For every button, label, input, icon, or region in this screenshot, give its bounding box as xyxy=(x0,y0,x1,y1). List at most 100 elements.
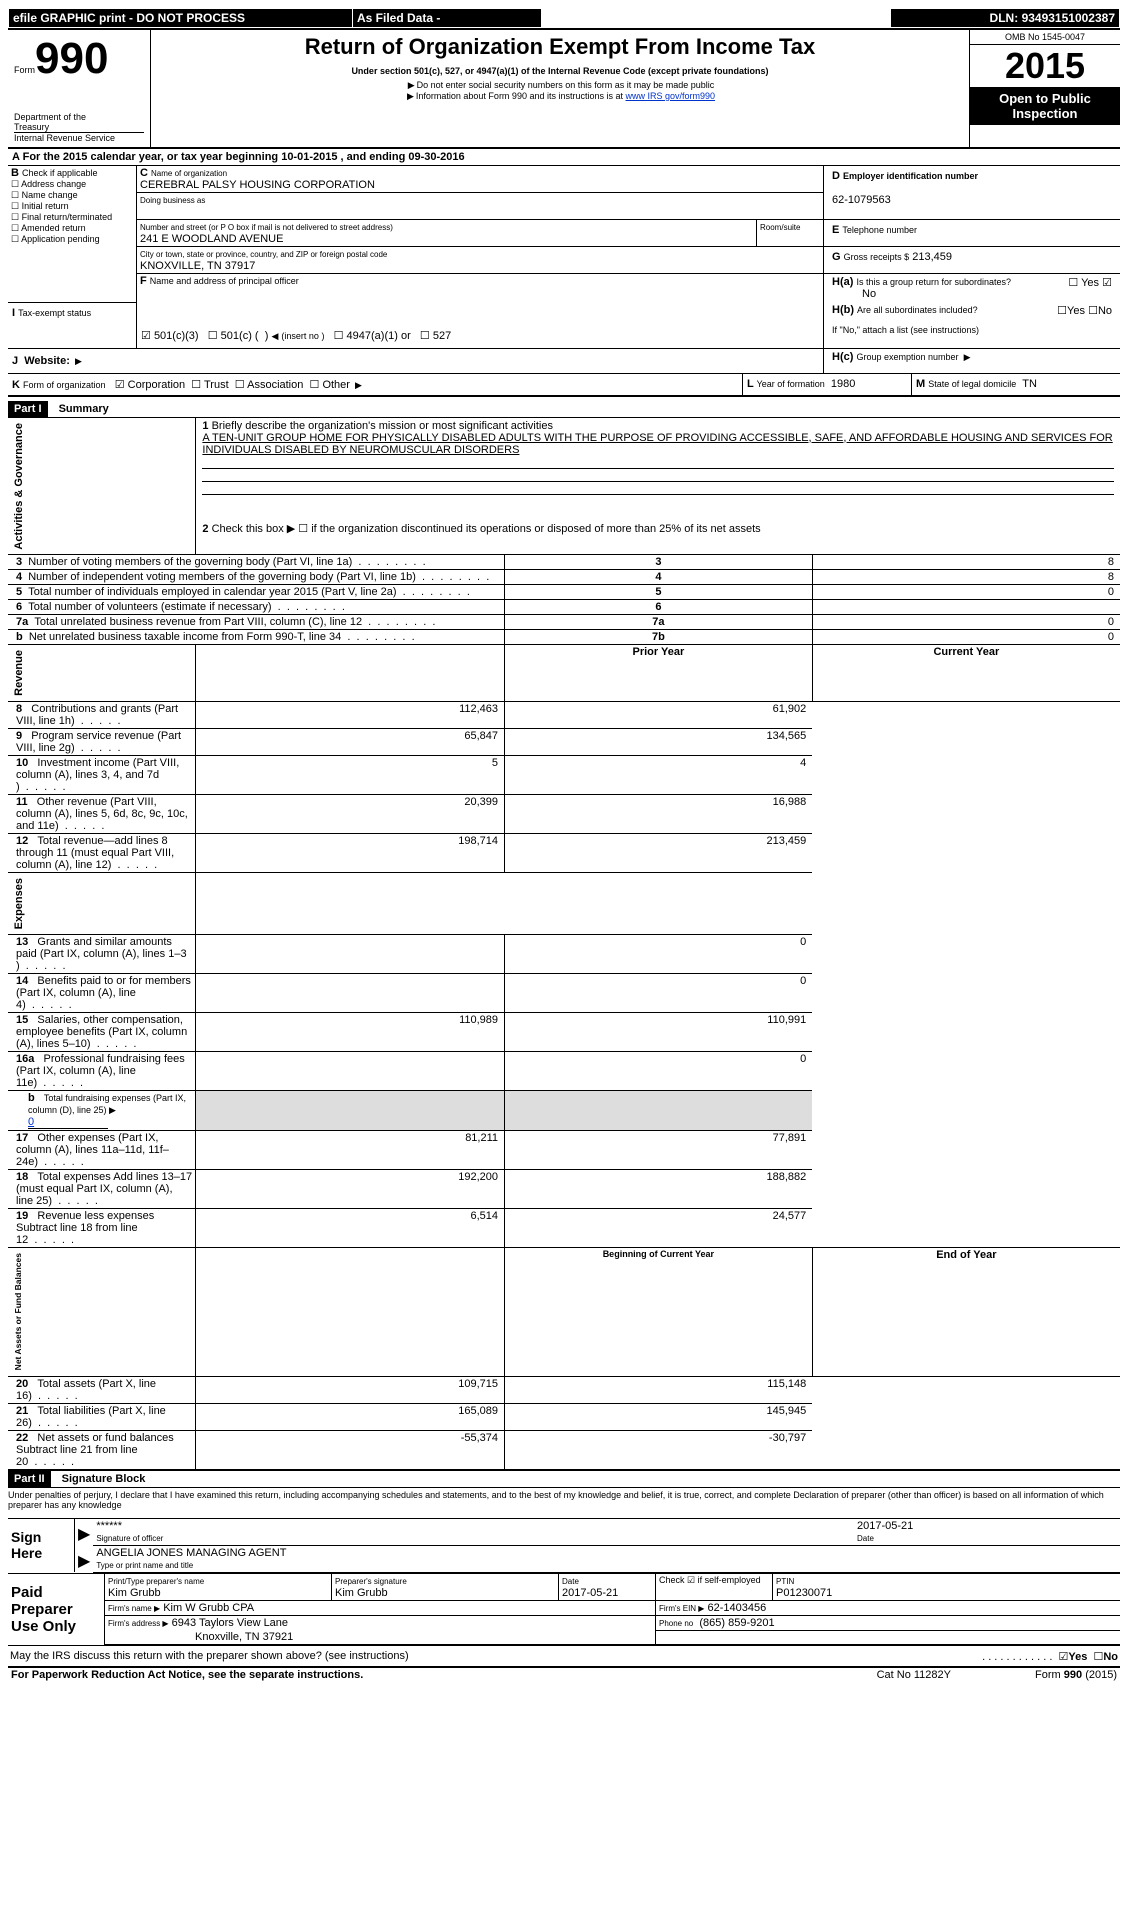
ha-label: Is this a group return for subordinates? xyxy=(856,277,1011,287)
firm-addr1: 6943 Taylors View Lane xyxy=(172,1617,288,1629)
sig-date: 2017-05-21 xyxy=(857,1520,913,1532)
summary-row: 18 Total expenses Add lines 13–17 (must … xyxy=(8,1170,1120,1209)
row-16b-value[interactable]: 0 xyxy=(28,1116,108,1129)
checkbox-item[interactable]: ☐ Initial return xyxy=(11,201,133,212)
side-ag: Activities & Governance xyxy=(11,419,27,554)
d-label: Employer identification number xyxy=(843,171,978,181)
m-label: State of legal domicile xyxy=(928,379,1016,389)
paid-preparer: Paid Preparer Use Only xyxy=(8,1573,105,1645)
prep-date-label: Date xyxy=(562,1577,579,1586)
checkbox-item[interactable]: ☐ Address change xyxy=(11,179,133,190)
side-rev: Revenue xyxy=(11,646,27,700)
part1-title: Summary xyxy=(59,403,109,415)
summary-row: 6 Total number of volunteers (estimate i… xyxy=(8,600,1120,615)
summary-row: 10 Investment income (Part VIII, column … xyxy=(8,755,1120,794)
ein-value: 62-1079563 xyxy=(832,194,891,206)
e-label: Telephone number xyxy=(842,225,917,235)
summary-row: 21 Total liabilities (Part X, line 26) .… xyxy=(8,1403,1120,1430)
checkbox-item[interactable]: ☐ Amended return xyxy=(11,223,133,234)
dept-line3: Internal Revenue Service xyxy=(14,132,144,143)
summary-row: 8 Contributions and grants (Part VIII, l… xyxy=(8,701,1120,728)
form-prefix: Form xyxy=(14,65,35,75)
room-label: Room/suite xyxy=(760,223,800,232)
form-number: 990 xyxy=(35,34,108,83)
city-value: KNOXVILLE, TN 37917 xyxy=(140,260,255,272)
form-sub1: Under section 501(c), 527, or 4947(a)(1)… xyxy=(159,66,961,76)
sig-stars: ****** xyxy=(96,1520,122,1532)
hdr-curr: Current Year xyxy=(812,645,1120,702)
street-label: Number and street (or P O box if mail is… xyxy=(140,223,393,232)
date-label: Date xyxy=(857,1534,874,1543)
q1-answer: A TEN-UNIT GROUP HOME FOR PHYSICALLY DIS… xyxy=(202,432,1112,456)
firm-name-label: Firm's name ▶ xyxy=(108,1604,160,1613)
firm-addr2: Knoxville, TN 37921 xyxy=(105,1630,656,1645)
org-name: CEREBRAL PALSY HOUSING CORPORATION xyxy=(140,179,375,191)
prep-sig: Kim Grubb xyxy=(335,1587,388,1599)
sign-here: Sign Here xyxy=(8,1518,75,1572)
firm-ein-label: Firm's EIN ▶ xyxy=(659,1604,704,1613)
officer-name: ANGELIA JONES MANAGING AGENT xyxy=(96,1547,286,1559)
firm-name: Kim W Grubb CPA xyxy=(163,1602,254,1614)
hc-label: Group exemption number xyxy=(856,352,958,362)
may-irs: May the IRS discuss this return with the… xyxy=(10,1650,409,1662)
city-label: City or town, state or province, country… xyxy=(140,250,387,259)
summary-row: 22 Net assets or fund balances Subtract … xyxy=(8,1430,1120,1470)
side-na: Net Assets or Fund Balances xyxy=(11,1249,25,1374)
firm-ein: 62-1403456 xyxy=(708,1602,767,1614)
cat-no: Cat No 11282Y xyxy=(788,1668,954,1682)
summary-row: 16a Professional fundraising fees (Part … xyxy=(8,1052,1120,1091)
summary-row: 19 Revenue less expenses Subtract line 1… xyxy=(8,1209,1120,1248)
phone-label: Phone no xyxy=(659,1619,693,1628)
summary-row: 13 Grants and similar amounts paid (Part… xyxy=(8,935,1120,974)
open-inspection: Open to Public Inspection xyxy=(970,87,1120,125)
sig-label: Signature of officer xyxy=(96,1534,163,1543)
summary-row: 9 Program service revenue (Part VIII, li… xyxy=(8,728,1120,755)
summary-row: b Net unrelated business taxable income … xyxy=(8,630,1120,645)
summary-row: 4 Number of independent voting members o… xyxy=(8,570,1120,585)
street-value: 241 E WOODLAND AVENUE xyxy=(140,233,283,245)
checkbox-item[interactable]: ☐ Final return/terminated xyxy=(11,212,133,223)
summary-row: 7a Total unrelated business revenue from… xyxy=(8,615,1120,630)
phone-value: (865) 859-9201 xyxy=(699,1617,774,1629)
org-info-grid: B Check if applicable ☐ Address change☐ … xyxy=(8,166,1120,374)
form-sub2: Do not enter social security numbers on … xyxy=(417,80,715,90)
hdr-boy: Beginning of Current Year xyxy=(505,1248,813,1376)
part2-label: Part II xyxy=(8,1471,51,1487)
row-a-text: For the 2015 calendar year, or tax year … xyxy=(23,151,465,163)
irs-link[interactable]: www IRS gov/form990 xyxy=(626,91,716,101)
b-label: Check if applicable xyxy=(22,168,98,178)
check-self-employed: Check ☑ if self-employed xyxy=(656,1573,773,1600)
g-value: 213,459 xyxy=(912,251,952,263)
prep-name-label: Print/Type preparer's name xyxy=(108,1577,204,1586)
checkbox-item[interactable]: ☐ Name change xyxy=(11,190,133,201)
form-title: Return of Organization Exempt From Incom… xyxy=(159,34,961,60)
side-exp: Expenses xyxy=(11,874,27,933)
dept-line2: Treasury xyxy=(14,122,144,132)
officer-label: Type or print name and title xyxy=(96,1561,193,1570)
ha-no: No xyxy=(862,288,876,300)
summary-row: 11 Other revenue (Part VIII, column (A),… xyxy=(8,794,1120,833)
prep-name: Kim Grubb xyxy=(108,1587,161,1599)
part1-table: Activities & Governance 1 Briefly descri… xyxy=(8,417,1120,1471)
form-header: Form990 Department of the Treasury Inter… xyxy=(8,28,1120,149)
part2-title: Signature Block xyxy=(62,1473,146,1485)
j-label: Website: xyxy=(24,355,70,367)
summary-row: 14 Benefits paid to or for members (Part… xyxy=(8,974,1120,1013)
declaration: Under penalties of perjury, I declare th… xyxy=(8,1487,1120,1518)
firm-addr-label: Firm's address ▶ xyxy=(108,1619,169,1628)
summary-row: 12 Total revenue—add lines 8 through 11 … xyxy=(8,833,1120,872)
ptin-value: P01230071 xyxy=(776,1587,832,1599)
dba-label: Doing business as xyxy=(140,196,205,205)
dln-label: DLN: xyxy=(990,11,1019,25)
c-name-label: Name of organization xyxy=(151,169,227,178)
q2: Check this box ▶ ☐ if the organization d… xyxy=(212,523,761,535)
m-value: TN xyxy=(1022,378,1037,390)
top-bar: efile GRAPHIC print - DO NOT PROCESS As … xyxy=(8,8,1120,28)
checkbox-item[interactable]: ☐ Application pending xyxy=(11,234,133,245)
k-label: Form of organization xyxy=(23,380,106,390)
summary-row: 3 Number of voting members of the govern… xyxy=(8,555,1120,570)
row-16b-label: Total fundraising expenses (Part IX, col… xyxy=(28,1093,186,1115)
f-label: Name and address of principal officer xyxy=(150,276,299,286)
l-label: Year of formation xyxy=(757,379,825,389)
summary-row: 15 Salaries, other compensation, employe… xyxy=(8,1013,1120,1052)
